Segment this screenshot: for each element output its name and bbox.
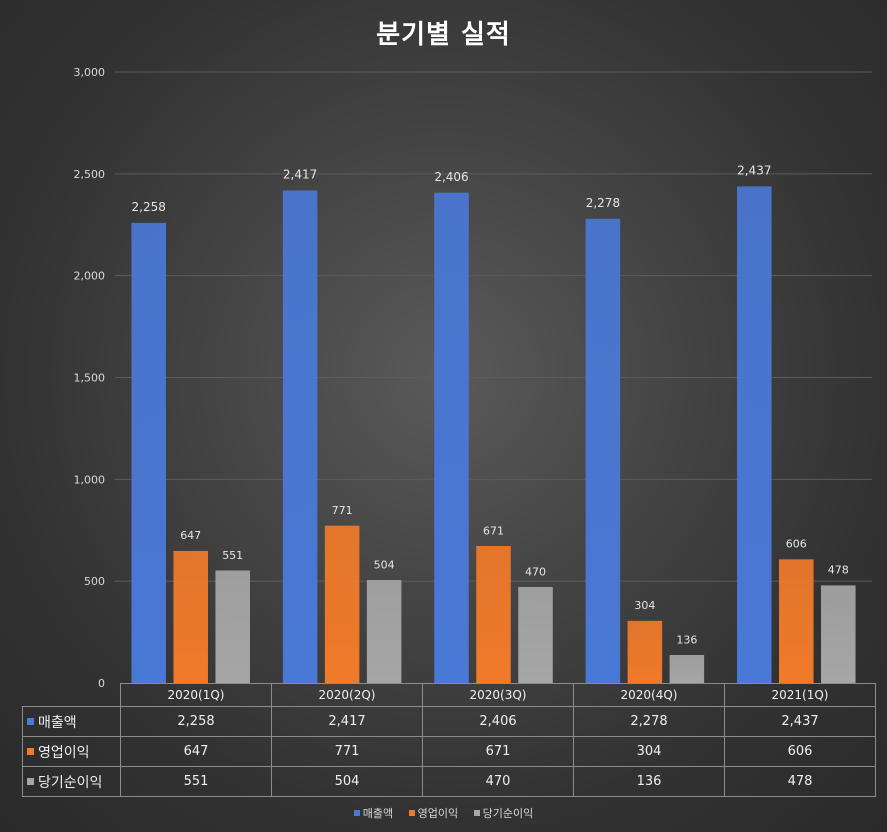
legend-swatch [408, 810, 415, 816]
table-cell: 478 [724, 766, 876, 797]
row-header-operating-profit: 영업이익 [22, 736, 121, 767]
data-label: 470 [525, 565, 546, 578]
y-tick-label: 2,000 [74, 270, 106, 283]
y-tick-label: 3,000 [74, 66, 106, 79]
series-color-swatch [27, 747, 34, 755]
legend-swatch [473, 810, 480, 816]
table-cell: 771 [271, 736, 423, 767]
bar [585, 218, 621, 684]
data-label: 304 [634, 599, 655, 612]
table-cell: 671 [422, 736, 574, 767]
data-table-row-net-income: 당기순이익 551 504 470 136 478 [22, 766, 876, 797]
data-label: 2,258 [132, 200, 166, 214]
category-header: 2020(3Q) [422, 683, 574, 707]
bar [434, 192, 469, 684]
y-tick-label: 1,500 [74, 372, 106, 385]
data-label: 2,406 [434, 170, 468, 184]
y-tick-label: 2,500 [74, 168, 106, 181]
y-tick-label: 500 [84, 575, 105, 588]
legend-item-revenue[interactable]: 매출액 [353, 805, 394, 821]
bar [737, 186, 772, 684]
table-cell: 2,437 [724, 706, 876, 737]
table-cell: 2,278 [573, 706, 725, 737]
table-cell: 2,406 [422, 706, 574, 737]
table-cell: 647 [120, 736, 272, 767]
category-header: 2020(4Q) [573, 683, 725, 707]
chart-title: 분기별 실적 [376, 20, 511, 50]
legend-label: 당기순이익 [482, 807, 534, 820]
table-cell: 551 [120, 766, 272, 797]
series-name: 매출액 [38, 714, 77, 731]
bar [324, 525, 360, 684]
legend-item-net-income[interactable]: 당기순이익 [473, 805, 534, 821]
table-cell: 2,258 [120, 706, 272, 737]
bar [131, 222, 166, 684]
chart-legend: 매출액 영업이익 당기순이익 [0, 805, 887, 821]
category-header: 2021(1Q) [724, 683, 876, 707]
series-name: 영업이익 [38, 744, 90, 761]
data-label: 771 [332, 504, 353, 517]
data-label: 606 [786, 538, 807, 551]
bar [476, 546, 511, 684]
row-header-revenue: 매출액 [22, 706, 121, 737]
table-cell: 504 [271, 766, 423, 797]
table-cell: 470 [422, 766, 574, 797]
series-name: 당기순이익 [38, 774, 103, 791]
bar [627, 620, 663, 684]
row-header-net-income: 당기순이익 [22, 766, 121, 797]
table-cell: 304 [573, 736, 725, 767]
data-label: 551 [222, 549, 243, 562]
data-table-corner [23, 684, 121, 707]
data-label: 504 [374, 558, 395, 571]
bar [518, 587, 553, 684]
y-tick-label: 1,000 [74, 473, 106, 486]
bar [821, 585, 856, 684]
series-color-swatch [27, 777, 34, 785]
data-label: 478 [828, 564, 849, 577]
bar [669, 655, 705, 684]
bar [215, 570, 250, 684]
data-label: 2,417 [283, 168, 317, 182]
bar [779, 559, 814, 684]
table-cell: 136 [573, 766, 725, 797]
bar [282, 190, 318, 684]
legend-item-operating-profit[interactable]: 영업이익 [408, 805, 459, 821]
data-table-row-operating-profit: 영업이익 647 771 671 304 606 [22, 736, 876, 767]
legend-label: 매출액 [362, 807, 394, 820]
table-cell: 606 [724, 736, 876, 767]
series-color-swatch [27, 717, 34, 725]
legend-label: 영업이익 [417, 807, 459, 820]
category-header: 2020(1Q) [120, 683, 272, 707]
data-label: 647 [180, 529, 201, 542]
data-table-header-row: 2020(1Q) 2020(2Q) 2020(3Q) 2020(4Q) 2021… [23, 683, 876, 707]
y-tick-label: 0 [98, 677, 105, 690]
data-table: 2020(1Q) 2020(2Q) 2020(3Q) 2020(4Q) 2021… [22, 683, 876, 797]
data-label: 136 [676, 633, 697, 646]
data-table-row-revenue: 매출액 2,258 2,417 2,406 2,278 2,437 [22, 706, 876, 737]
data-label: 2,437 [737, 164, 771, 178]
data-label: 2,278 [586, 196, 620, 210]
category-header: 2020(2Q) [271, 683, 423, 707]
bar [173, 550, 208, 684]
chart-plot: 0 500 1,000 1,500 2,000 2,500 3,000 2,258 2,417 2… [74, 66, 872, 690]
table-cell: 2,417 [271, 706, 423, 737]
legend-swatch [353, 810, 360, 816]
bar [366, 580, 402, 684]
data-label: 671 [483, 524, 504, 537]
